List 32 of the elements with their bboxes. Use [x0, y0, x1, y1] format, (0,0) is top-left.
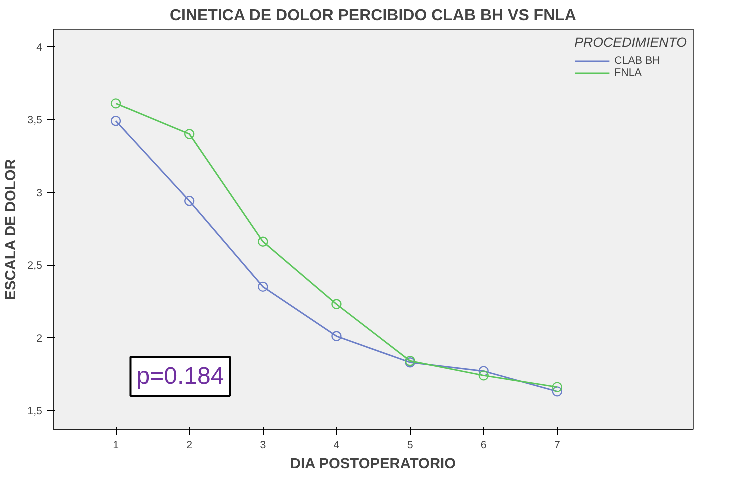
point — [110, 98, 122, 109]
chart-title: CINETICA DE DOLOR PERCIBIDO CLAB BH VS FNLA — [170, 8, 577, 24]
point — [552, 386, 563, 397]
y-tick-label: 3 — [36, 187, 43, 200]
y-tick-label: 4 — [36, 42, 43, 54]
point — [552, 382, 563, 392]
point — [332, 331, 342, 342]
y-tick-label: 2,5 — [28, 260, 43, 272]
legend-label: FNLA — [614, 67, 642, 79]
point — [110, 116, 122, 126]
point — [478, 366, 489, 376]
x-tick-label: 1 — [113, 440, 120, 452]
point — [478, 370, 489, 381]
x-tick-label: 6 — [480, 440, 487, 452]
x-tick-label: 3 — [260, 440, 266, 452]
x-tick-label: 2 — [186, 440, 193, 452]
x-tick-label: 7 — [554, 440, 560, 452]
y-tick-label: 1,5 — [28, 406, 43, 418]
point — [258, 236, 268, 247]
point — [184, 196, 195, 206]
point — [258, 282, 268, 292]
y-tick-label: 3,5 — [28, 114, 43, 127]
y-tick-label: 2 — [36, 332, 43, 345]
legend-title: PROCEDIMIENTO — [574, 35, 687, 50]
x-axis-title: DIA POSTOPERATORIO — [290, 456, 456, 472]
point — [332, 299, 342, 310]
annotation: p=0.184 — [136, 363, 224, 390]
x-tick-label: 5 — [407, 440, 414, 452]
y-axis-title: ESCALA DE DOLOR — [4, 158, 20, 300]
point — [184, 129, 195, 140]
x-tick-label: 4 — [334, 440, 340, 452]
legend-label: CLAB BH — [614, 55, 660, 67]
